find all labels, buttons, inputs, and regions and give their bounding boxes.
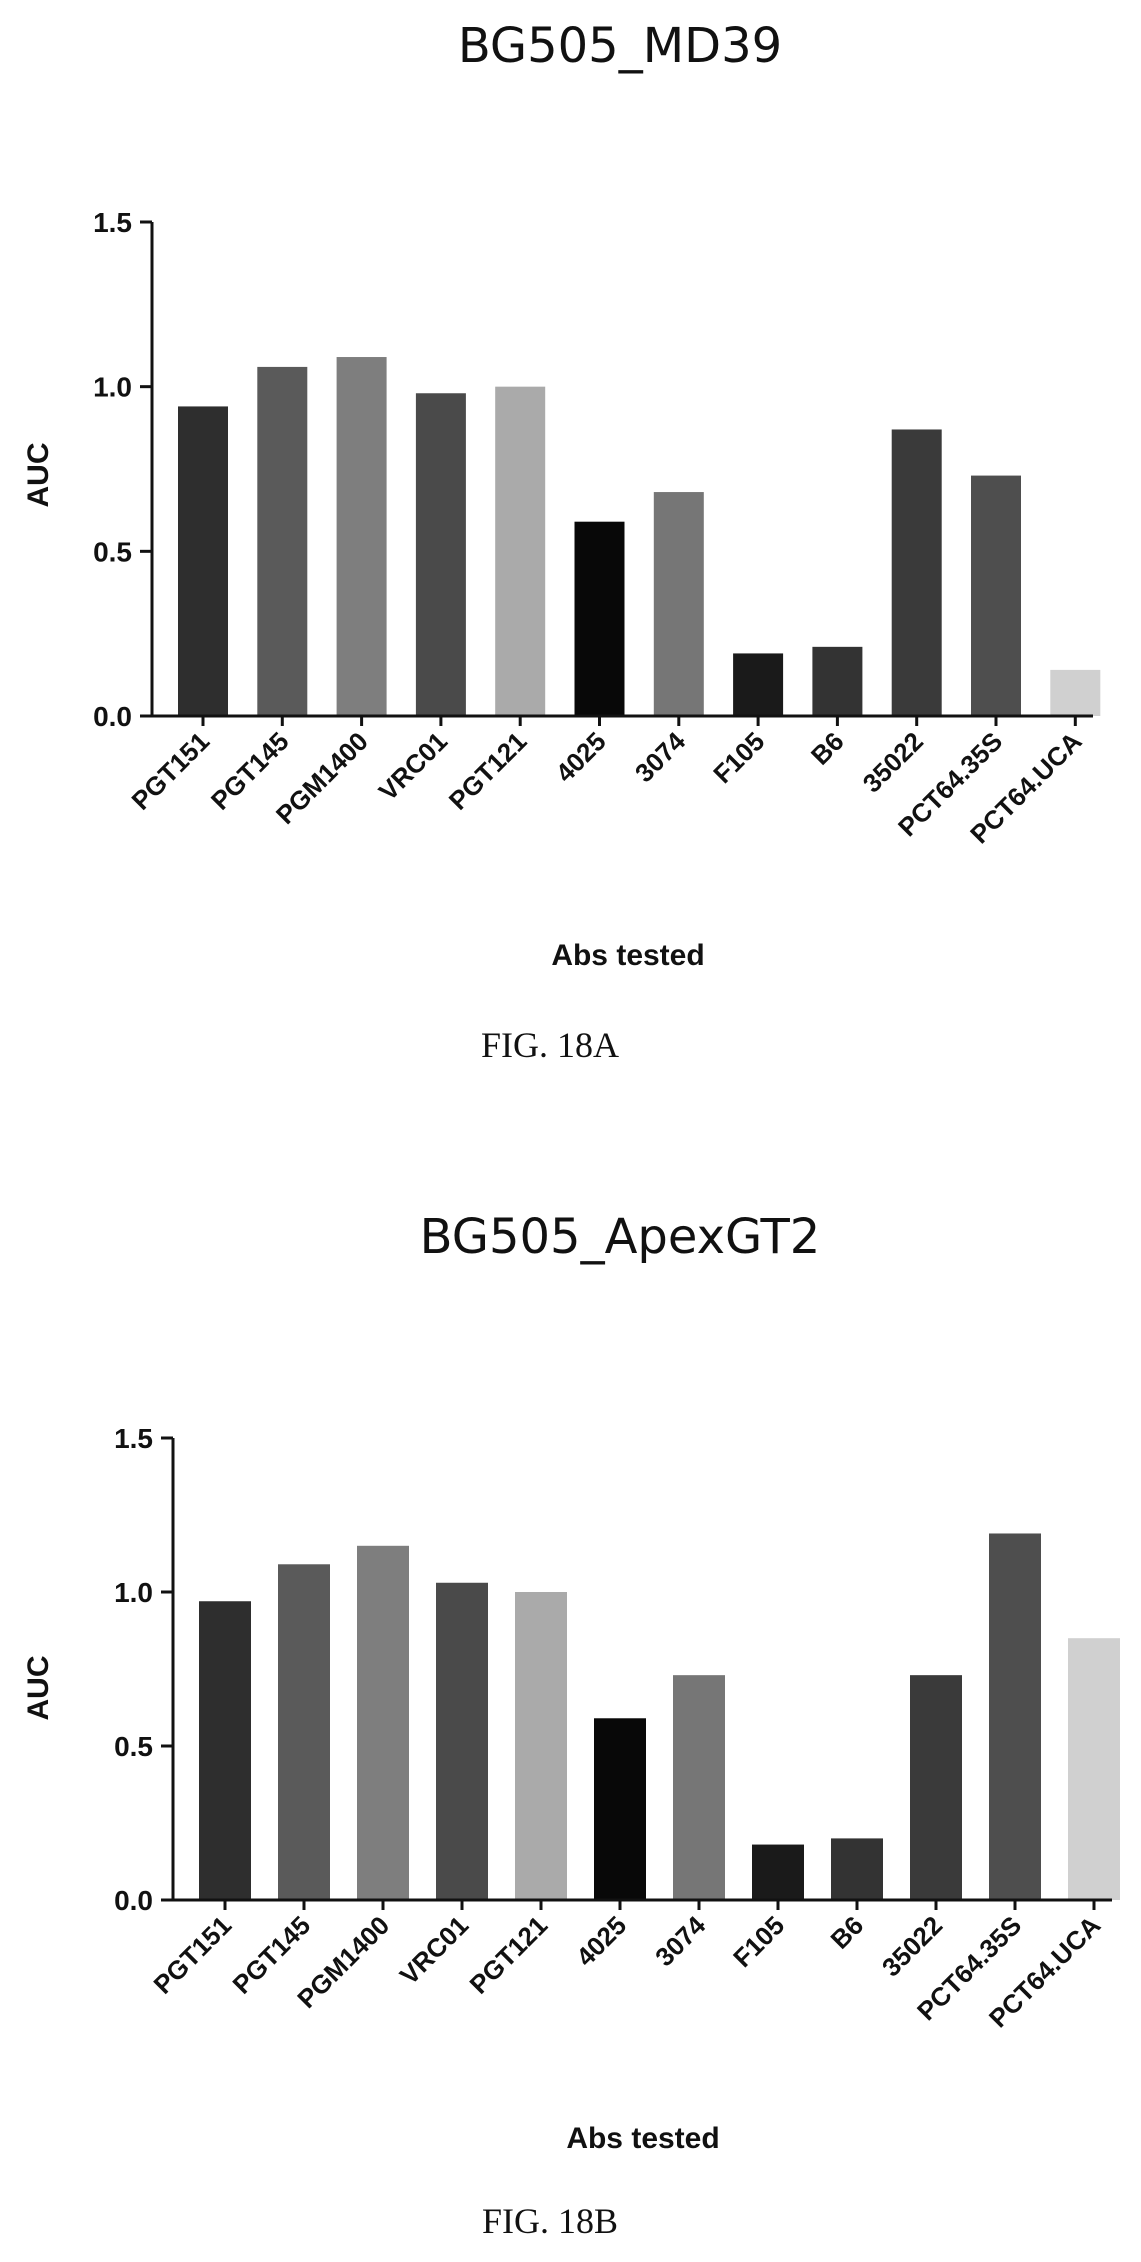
x-tick-label: B6 bbox=[805, 726, 850, 771]
chart-title: BG505_MD39 bbox=[458, 18, 782, 74]
x-tick-label: 3074 bbox=[629, 726, 691, 788]
x-tick-label: F105 bbox=[707, 726, 770, 789]
bar-group bbox=[199, 1533, 1120, 1900]
bar-pgt151 bbox=[178, 406, 228, 716]
bar-pct64-uca bbox=[1050, 669, 1101, 716]
bar-35022 bbox=[891, 429, 942, 716]
x-tick-label: VRC01 bbox=[373, 726, 453, 806]
axes bbox=[171, 1438, 1112, 1902]
bar-pct64-uca bbox=[1068, 1638, 1120, 1900]
y-tick-label: 0.0 bbox=[93, 701, 132, 732]
chart-title: BG505_ApexGT2 bbox=[420, 1209, 821, 1265]
y-tick-label: 1.0 bbox=[93, 372, 132, 403]
x-tick-label: PGT151 bbox=[148, 1910, 238, 2000]
bar-pgt121 bbox=[495, 386, 546, 716]
y-axis-label: AUC bbox=[22, 1656, 55, 1721]
bar-b6 bbox=[831, 1838, 883, 1900]
bar-pct64-35s bbox=[989, 1533, 1041, 1900]
y-tick-label: 0.5 bbox=[114, 1731, 153, 1762]
y-tick-label: 1.5 bbox=[114, 1423, 153, 1454]
x-tick-label: PGT121 bbox=[443, 726, 533, 816]
bar-4025 bbox=[574, 521, 625, 716]
bar-group bbox=[178, 357, 1101, 716]
x-axis-label: Abs tested bbox=[566, 2122, 719, 2155]
bar-35022 bbox=[910, 1675, 962, 1900]
bar-4025 bbox=[594, 1718, 646, 1900]
bar-pct64-35s bbox=[971, 475, 1021, 716]
bar-pgm1400 bbox=[336, 357, 387, 716]
bar-pgt151 bbox=[199, 1601, 251, 1900]
y-tick-label: 1.0 bbox=[114, 1577, 153, 1608]
figure-caption: FIG. 18B bbox=[482, 2201, 618, 2241]
chart-fig-18a: BG505_MD39 0.00.51.01.5 AUC PGT151PGT145… bbox=[22, 18, 1101, 1065]
x-tick-label: 35022 bbox=[876, 1910, 948, 1982]
y-axis-ticks: 0.0 0.5 1.0 1.5 bbox=[93, 207, 152, 732]
x-tick-label: PGT121 bbox=[464, 1910, 554, 2000]
bar-pgm1400 bbox=[357, 1545, 409, 1900]
bar-pgt121 bbox=[515, 1592, 567, 1900]
y-tick-label: 0.5 bbox=[93, 536, 132, 567]
bar-f105 bbox=[752, 1844, 804, 1900]
bar-vrc01 bbox=[415, 393, 466, 716]
x-tick-label: 4025 bbox=[550, 726, 612, 788]
x-tick-label: PGT151 bbox=[126, 726, 216, 816]
bar-pgt145 bbox=[257, 366, 308, 716]
bar-vrc01 bbox=[436, 1582, 488, 1900]
x-tick-label: B6 bbox=[825, 1910, 870, 1955]
y-tick-label: 1.5 bbox=[93, 207, 132, 238]
axes bbox=[150, 222, 1093, 718]
y-axis-ticks: 0.0 0.5 1.0 1.5 bbox=[114, 1423, 173, 1916]
x-tick-label: F105 bbox=[727, 1910, 790, 1973]
bar-b6 bbox=[812, 646, 863, 716]
y-tick-label: 0.0 bbox=[114, 1885, 153, 1916]
bar-f105 bbox=[733, 653, 784, 716]
figure-caption: FIG. 18A bbox=[481, 1025, 619, 1065]
y-axis-label: AUC bbox=[22, 443, 55, 508]
x-tick-label: VRC01 bbox=[394, 1910, 474, 1990]
x-tick-label: 3074 bbox=[649, 1910, 711, 1972]
x-tick-label: 35022 bbox=[857, 726, 929, 798]
x-tick-label: 4025 bbox=[570, 1910, 632, 1972]
bar-3074 bbox=[653, 492, 704, 716]
x-axis-label: Abs tested bbox=[551, 939, 704, 972]
chart-fig-18b: BG505_ApexGT2 0.0 0.5 1.0 1.5 AUC PGT151 PGT… bbox=[22, 1209, 1120, 2241]
bar-pgt145 bbox=[278, 1564, 330, 1900]
bar-3074 bbox=[673, 1675, 725, 1900]
